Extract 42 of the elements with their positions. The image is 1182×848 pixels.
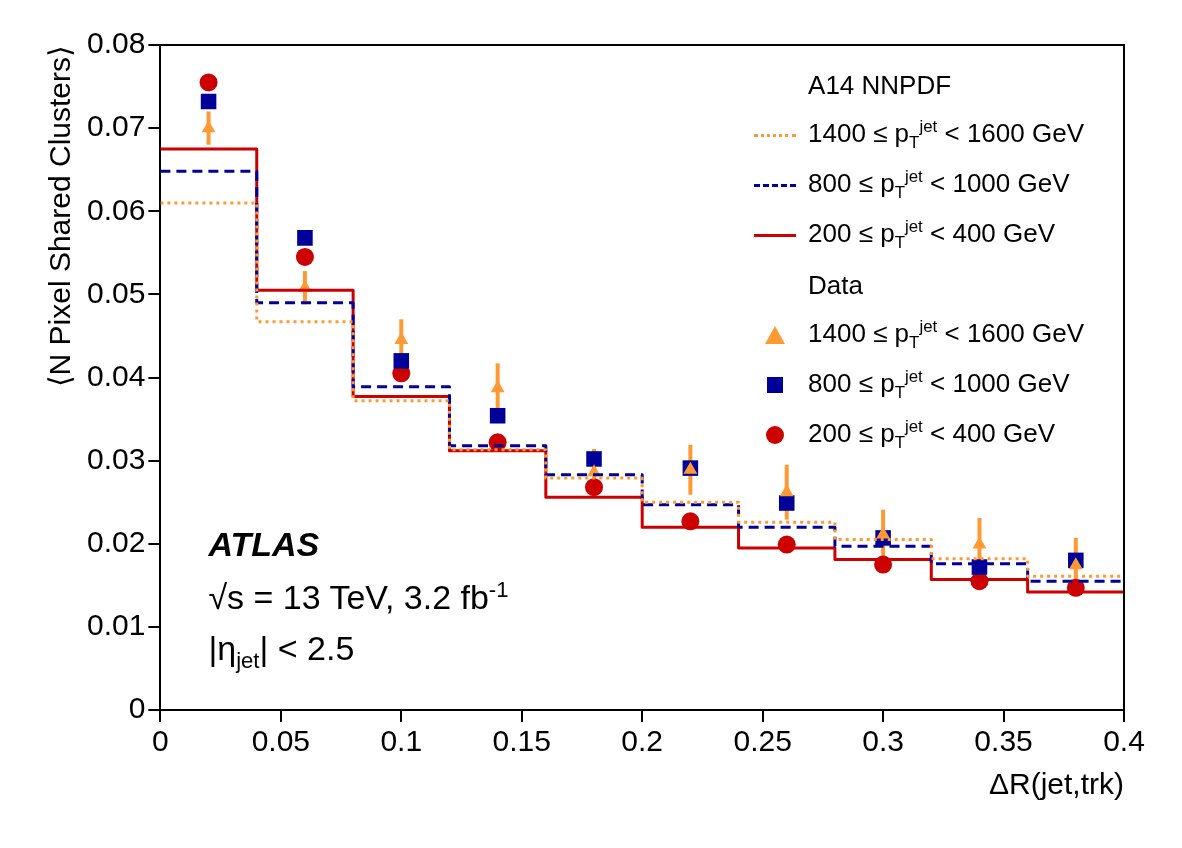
x-tick-label: 0.05 [251, 724, 311, 758]
point [394, 332, 409, 345]
point [1068, 557, 1083, 570]
legend-title: A14 NNPDF [807, 69, 953, 102]
point [295, 247, 314, 266]
y-tick-label: 0.06 [87, 192, 146, 226]
point [586, 451, 602, 467]
legend-label: 200 ≤ p$_{T}$$^{jet}$ < 400 GeV [808, 416, 1056, 452]
point [585, 478, 604, 497]
y-tick-label: 0.03 [87, 441, 146, 475]
point [200, 93, 217, 110]
x-tick-label: 0.2 [621, 724, 664, 758]
y-tick-label: 0 [128, 691, 146, 725]
y-tick-label: 0.08 [87, 26, 146, 60]
x-tick-label: 0.4 [1103, 724, 1145, 758]
x-tick-label: 0.3 [862, 724, 904, 758]
legend-label: 800 ≤ p$_{T}$$^{jet}$ < 1000 GeV [808, 166, 1070, 202]
x-tick-label: 0 [152, 724, 169, 758]
y-tick-label: 0.04 [87, 358, 146, 392]
annotation: |η$_{jet}$| < 2.5 [208, 629, 356, 675]
y-tick-label: 0.05 [87, 275, 146, 309]
y-tick-label: 0.02 [87, 525, 146, 559]
y-tick-label: 0.01 [87, 608, 146, 642]
legend-label: 1400 ≤ p$_{T}$$^{jet}$ < 1600 GeV [808, 316, 1084, 352]
x-axis-title: ΔR(jet,trk) [988, 767, 1124, 801]
legend-label: 1400 ≤ p$_{T}$$^{jet}$ < 1600 GeV [808, 116, 1084, 152]
y-axis-title: ⟨N Pixel Shared Clusters⟩ [43, 45, 77, 388]
annotation: ATLAS [208, 525, 321, 565]
point [297, 230, 313, 246]
point [489, 407, 506, 424]
legend-label: 800 ≤ p$_{T}$$^{jet}$ < 1000 GeV [808, 366, 1070, 402]
legend-label: 200 ≤ p$_{T}$$^{jet}$ < 400 GeV [808, 216, 1056, 252]
annotation: √s = 13 TeV, 3.2 fb$^{-1}$ [208, 577, 509, 619]
x-tick-label: 0.15 [492, 724, 551, 758]
x-tick-label: 0.35 [974, 724, 1033, 758]
x-tick-label: 0.25 [733, 724, 792, 758]
annotation: Data [807, 269, 864, 302]
point [199, 73, 218, 92]
y-tick-label: 0.07 [87, 109, 146, 143]
point [778, 495, 795, 511]
point [393, 353, 410, 369]
x-tick-label: 0.1 [380, 724, 423, 758]
